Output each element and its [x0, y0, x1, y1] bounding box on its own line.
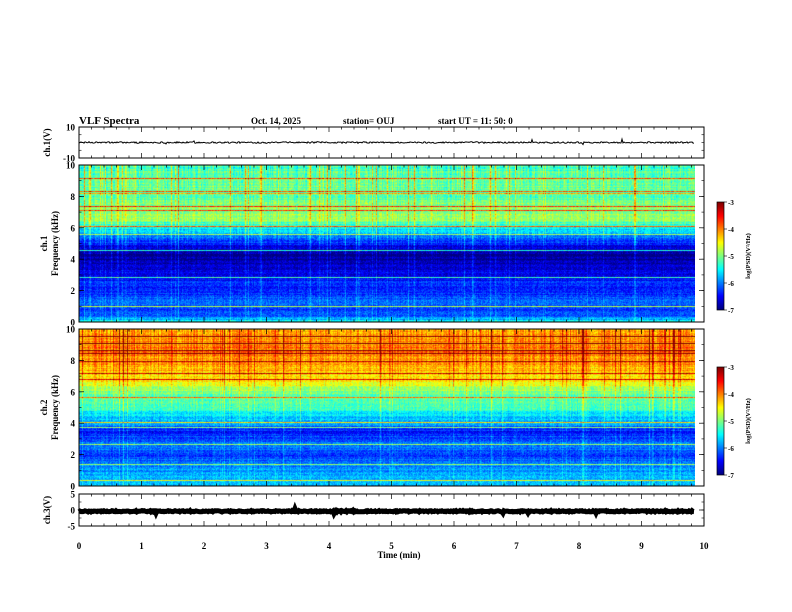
colorbar-tick-label: -7	[728, 307, 734, 315]
ch2-colorbar-gradient	[717, 367, 724, 475]
x-tick-label: 4	[327, 541, 332, 551]
ch3-waveform-ylabel: ch.3(V)	[42, 496, 52, 524]
ch1-colorbar-label: log(PSD)(V²/Hz)	[745, 233, 752, 279]
ch1-spectrogram-image	[79, 165, 695, 322]
s2-ytick-label: 4	[71, 419, 76, 429]
s1-ytick-label: 10	[66, 161, 76, 171]
ch2-spectrogram-image	[79, 329, 695, 486]
colorbar-tick-label: -6	[728, 445, 734, 453]
x-tick-label: 0	[77, 541, 82, 551]
x-tick-label: 5	[389, 541, 394, 551]
colorbar-tick-label: -3	[728, 199, 734, 207]
ch1-colorbar-gradient	[717, 202, 724, 310]
s2-ytick-label: 0	[71, 482, 76, 492]
colorbar-tick-label: -4	[728, 391, 734, 399]
ch1-ytick-label: -10	[63, 154, 75, 164]
ch3-waveform-trace	[77, 501, 695, 520]
x-tick-label: 8	[577, 541, 582, 551]
x-tick-label: 7	[514, 541, 519, 551]
colorbar-tick-label: -4	[728, 226, 734, 234]
colorbar-tick-label: -7	[728, 472, 734, 480]
x-tick-label: 9	[639, 541, 644, 551]
x-tick-label: 1	[139, 541, 144, 551]
colorbar-tick-label: -6	[728, 280, 734, 288]
s1-ytick-label: 8	[71, 192, 76, 202]
ch2-spectrogram-panel	[79, 329, 695, 486]
ch3-ytick-label: 5	[71, 490, 76, 500]
ch2-colorbar-label: log(PSD)(V²/Hz)	[745, 398, 752, 444]
figure-title: VLF Spectra	[79, 115, 140, 127]
ch1-spectrogram-channel-label: ch.1	[39, 235, 49, 251]
s1-ytick-label: 2	[71, 286, 76, 296]
x-axis-label: Time (min)	[377, 550, 420, 560]
s1-ytick-label: 0	[71, 318, 76, 328]
ch1-ytick-label: 10	[66, 123, 76, 133]
s2-ytick-label: 8	[71, 356, 76, 366]
ch3-ytick-label: -5	[68, 522, 76, 532]
colorbar-tick-label: -5	[728, 253, 734, 261]
ch2-colorbar: -3 -4 -5 -6 -7	[716, 364, 734, 480]
ch3-ytick-label: 0	[71, 506, 76, 516]
station-label: station= OUJ	[343, 116, 395, 126]
x-tick-label: 6	[452, 541, 457, 551]
s1-ytick-label: 6	[71, 223, 76, 233]
x-tick-label: 3	[264, 541, 269, 551]
s2-ytick-label: 10	[66, 325, 76, 335]
colorbar-tick-label: -5	[728, 418, 734, 426]
ch3-waveform-panel	[77, 501, 695, 520]
ch2-spectrogram-ylabel: Frequency (kHz)	[50, 375, 60, 440]
ch2-spectrogram-channel-label: ch.2	[39, 399, 49, 415]
date-label: Oct. 14, 2025	[251, 116, 301, 126]
ch1-spectrogram-panel	[79, 165, 695, 322]
ch1-colorbar: -3 -4 -5 -6 -7	[716, 199, 734, 315]
x-tick-label: 10	[700, 541, 710, 551]
s2-ytick-label: 6	[71, 387, 76, 397]
colorbar-tick-label: -3	[728, 364, 734, 372]
start-time-label: start UT = 11: 50: 0	[438, 116, 513, 126]
s2-ytick-label: 2	[71, 450, 76, 460]
ch1-waveform-panel	[78, 137, 694, 146]
ch1-waveform-ylabel: ch.1(V)	[42, 128, 52, 156]
x-tick-label: 2	[202, 541, 207, 551]
s1-ytick-label: 4	[71, 255, 76, 265]
ch1-waveform-trace	[78, 137, 694, 146]
ch1-spectrogram-ylabel: Frequency (kHz)	[50, 211, 60, 276]
